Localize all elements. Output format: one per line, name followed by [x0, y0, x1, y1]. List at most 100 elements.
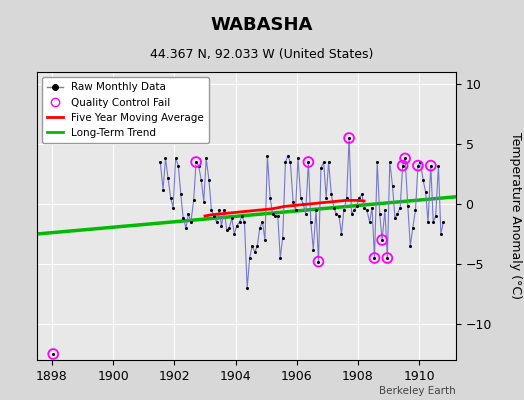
Point [291, 207, 300, 213]
Point [406, 243, 414, 249]
Point [421, 189, 430, 195]
Point [167, 195, 175, 201]
Point [235, 219, 244, 225]
Point [248, 243, 256, 249]
Point [327, 191, 335, 198]
Point [299, 201, 308, 207]
Point [304, 159, 313, 165]
Point [187, 219, 195, 225]
Point [271, 213, 279, 219]
Text: WABASHA: WABASHA [211, 16, 313, 34]
Point [337, 231, 346, 237]
Point [340, 207, 348, 213]
Point [281, 159, 290, 165]
Point [177, 191, 185, 198]
Point [411, 207, 420, 213]
Point [398, 162, 407, 169]
Point [49, 351, 58, 357]
Point [414, 162, 422, 169]
Point [194, 162, 203, 169]
Point [353, 203, 361, 210]
Point [370, 255, 379, 261]
Point [192, 159, 200, 165]
Point [358, 191, 366, 198]
Point [363, 207, 371, 213]
Point [429, 219, 438, 225]
Point [320, 159, 328, 165]
Y-axis label: Temperature Anomaly (°C): Temperature Anomaly (°C) [509, 132, 522, 300]
Point [268, 210, 277, 217]
Point [419, 177, 428, 183]
Point [276, 255, 285, 261]
Point [230, 231, 238, 237]
Point [439, 219, 447, 225]
Point [243, 285, 252, 291]
Point [233, 222, 241, 229]
Point [245, 255, 254, 261]
Point [381, 207, 389, 213]
Text: 44.367 N, 92.033 W (United States): 44.367 N, 92.033 W (United States) [150, 48, 374, 61]
Point [350, 207, 358, 213]
Point [398, 162, 407, 169]
Point [174, 162, 182, 169]
Point [401, 155, 409, 162]
Point [388, 183, 397, 189]
Point [297, 195, 305, 201]
Point [266, 195, 275, 201]
Point [393, 210, 401, 217]
Point [316, 165, 325, 171]
Point [345, 135, 353, 141]
Point [294, 155, 302, 162]
Point [217, 222, 226, 229]
Point [184, 210, 193, 217]
Point [383, 255, 391, 261]
Point [159, 186, 167, 193]
Point [200, 198, 208, 205]
Point [396, 204, 405, 211]
Point [202, 155, 211, 162]
Point [309, 246, 318, 253]
Point [171, 155, 180, 162]
Point [347, 210, 356, 217]
Point [322, 195, 330, 201]
Point [161, 155, 170, 162]
Point [330, 204, 338, 211]
Point [307, 219, 315, 225]
Point [283, 153, 292, 159]
Point [312, 207, 320, 213]
Point [355, 195, 363, 201]
Point [238, 213, 246, 219]
Point [434, 162, 443, 169]
Point [274, 213, 282, 219]
Point [345, 135, 353, 141]
Point [289, 198, 297, 205]
Point [205, 177, 213, 183]
Point [431, 213, 440, 219]
Point [378, 237, 386, 243]
Point [373, 159, 381, 165]
Point [164, 174, 172, 181]
Point [335, 213, 343, 219]
Point [314, 258, 323, 265]
Point [301, 210, 310, 217]
Point [156, 159, 165, 165]
Point [190, 197, 198, 204]
Point [427, 162, 435, 169]
Point [427, 162, 435, 169]
Point [225, 225, 233, 231]
Point [360, 204, 368, 211]
Point [240, 219, 248, 225]
Point [49, 351, 58, 357]
Point [370, 255, 379, 261]
Point [261, 237, 269, 243]
Point [436, 231, 445, 237]
Point [192, 159, 200, 165]
Point [197, 177, 205, 183]
Point [409, 225, 417, 231]
Point [414, 162, 422, 169]
Point [210, 213, 218, 219]
Point [228, 215, 236, 222]
Point [424, 219, 432, 225]
Point [401, 155, 409, 162]
Point [403, 203, 412, 210]
